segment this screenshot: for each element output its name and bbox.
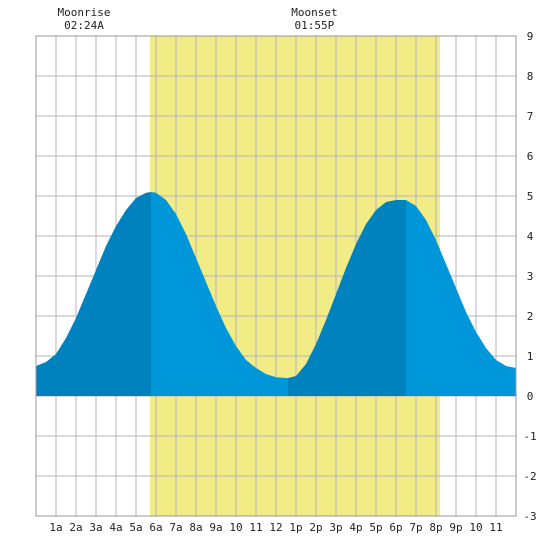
x-tick-label: 10 [229, 521, 242, 534]
x-tick-label: 5a [129, 521, 142, 534]
y-tick-label: -2 [523, 470, 536, 483]
x-tick-label: 6a [149, 521, 162, 534]
tide-area-layer [36, 192, 516, 396]
x-tick-label: 8a [189, 521, 202, 534]
y-tick-label: 4 [527, 230, 534, 243]
x-tick-label: 3p [329, 521, 342, 534]
y-tick-label: -1 [523, 430, 536, 443]
x-tick-label: 4p [349, 521, 362, 534]
x-tick-label: 5p [369, 521, 382, 534]
x-tick-label: 3a [89, 521, 102, 534]
x-tick-label: 7a [169, 521, 182, 534]
x-tick-label: 4a [109, 521, 122, 534]
x-tick-label: 11 [489, 521, 502, 534]
x-tick-label: 7p [409, 521, 422, 534]
x-tick-label: 12 [269, 521, 282, 534]
x-tick-label: 2p [309, 521, 322, 534]
tide-band-dark [36, 192, 151, 396]
moonrise-time: 02:24A [64, 19, 104, 32]
y-tick-labels: -3 -2 -1 0 1 2 3 4 5 6 7 8 9 [523, 30, 536, 523]
x-tick-label: 8p [429, 521, 442, 534]
y-tick-label: 5 [527, 190, 534, 203]
tide-band-light [406, 200, 516, 396]
y-tick-label: 7 [527, 110, 534, 123]
y-tick-label: 1 [527, 350, 534, 363]
x-tick-label: 6p [389, 521, 402, 534]
x-tick-label: 2a [69, 521, 82, 534]
x-tick-label: 11 [249, 521, 262, 534]
x-tick-label: 1p [289, 521, 302, 534]
tide-band-light [151, 192, 288, 396]
x-tick-label: 1a [49, 521, 62, 534]
y-tick-label: 0 [527, 390, 534, 403]
x-tick-label: 9a [209, 521, 222, 534]
y-tick-label: 6 [527, 150, 534, 163]
moonset-time: 01:55P [295, 19, 335, 32]
y-tick-label: 8 [527, 70, 534, 83]
moonset-label: Moonset [291, 6, 337, 19]
plot-frame [35, 35, 517, 517]
tide-band-dark [288, 200, 406, 396]
x-tick-label: 9p [449, 521, 462, 534]
x-tick-label: 10 [469, 521, 482, 534]
y-tick-label: 9 [527, 30, 534, 43]
y-tick-label: 2 [527, 310, 534, 323]
moonrise-label: Moonrise [58, 6, 111, 19]
x-tick-labels: 1a 2a 3a 4a 5a 6a 7a 8a 9a 10 11 12 1p 2p 3p 4p 5p 6p 7p 8p… [49, 521, 502, 534]
y-tick-label: 3 [527, 270, 534, 283]
y-tick-label: -3 [523, 510, 536, 523]
